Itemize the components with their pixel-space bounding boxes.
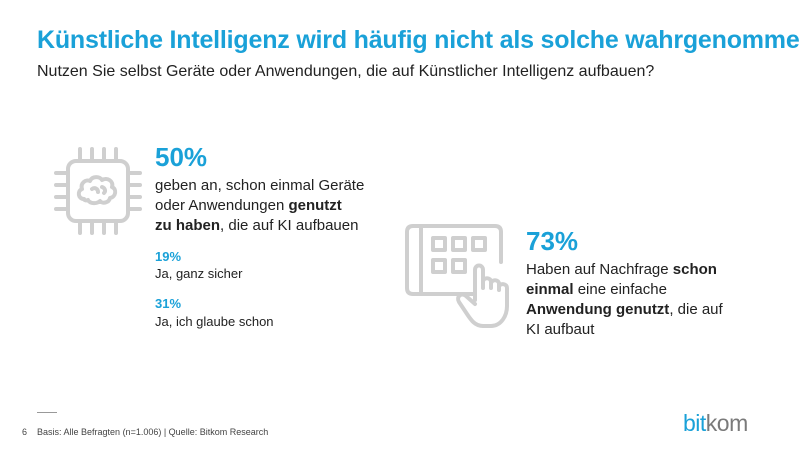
right-percent: 73% bbox=[526, 226, 579, 256]
ai-chip-brain-icon bbox=[54, 147, 142, 235]
left-percent: 50% bbox=[155, 142, 208, 172]
source-note: Basis: Alle Befragten (n=1.006) | Quelle… bbox=[37, 427, 269, 437]
right-line-4: KI aufbaut bbox=[526, 321, 595, 338]
slide-title: Künstliche Intelligenz wird häufig nicht… bbox=[37, 26, 800, 54]
item2-percent: 31% bbox=[155, 296, 182, 311]
survey-question: Nutzen Sie selbst Geräte oder Anwendunge… bbox=[37, 63, 655, 80]
left-line-3: zu haben, die auf KI aufbauen bbox=[155, 217, 359, 234]
right-description: Haben auf Nachfrage schon einmal eine ei… bbox=[526, 260, 723, 340]
touch-tablet-icon bbox=[405, 224, 509, 328]
item1-percent: 19% bbox=[155, 249, 182, 264]
left-line-1: geben an, schon einmal Geräte bbox=[155, 177, 365, 194]
right-line-3: Anwendung genutzt, die auf bbox=[526, 301, 723, 318]
bitkom-logo: bitkom bbox=[683, 410, 748, 436]
page-number: 6 bbox=[22, 427, 28, 437]
left-description: geben an, schon einmal Geräte oder Anwen… bbox=[155, 176, 364, 236]
right-line-2: einmal eine einfache bbox=[526, 281, 667, 298]
footer-divider bbox=[37, 412, 57, 413]
item1-label: Ja, ganz sicher bbox=[155, 266, 243, 281]
footer: 6 Basis: Alle Befragten (n=1.006) | Quell… bbox=[22, 427, 268, 437]
left-line-2: oder Anwendungen genutzt bbox=[155, 197, 342, 214]
item2-label: Ja, ich glaube schon bbox=[155, 314, 274, 329]
right-line-1: Haben auf Nachfrage schon bbox=[526, 261, 717, 278]
